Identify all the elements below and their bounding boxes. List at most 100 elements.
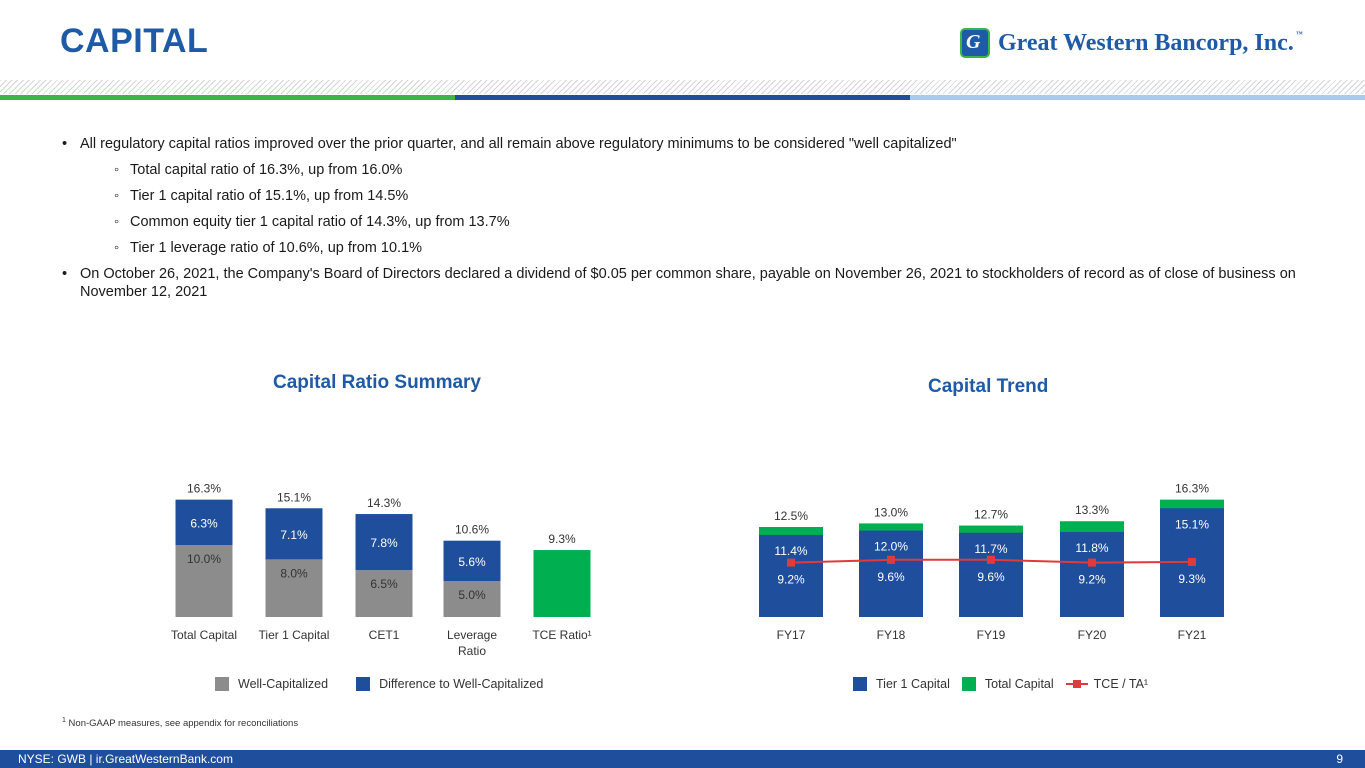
sub-bullet-item: ◦ Tier 1 capital ratio of 15.1%, up from …: [62, 187, 1322, 205]
legend-label: Tier 1 Capital: [876, 677, 950, 691]
data-label: 8.0%: [280, 566, 308, 580]
bar-well-capitalized-total-capital: [175, 545, 233, 617]
data-label: 5.6%: [458, 555, 486, 569]
line-data-label: 9.6%: [977, 570, 1005, 584]
data-label: 11.8%: [1075, 541, 1108, 555]
x-tick-label: FY19: [977, 628, 1006, 642]
data-label: 10.0%: [187, 552, 221, 566]
bar-difference-to-well-capitalized-tier-1-capital: [265, 508, 323, 560]
total-label: 16.3%: [1175, 482, 1209, 496]
bar-well-capitalized-cet1: [355, 570, 413, 617]
sub-bullet-item: ◦ Tier 1 leverage ratio of 10.6%, up from…: [62, 239, 1322, 257]
legend-swatch-green: [961, 677, 976, 691]
tce-ta-point-fy17: [787, 558, 795, 567]
legend-item-total-capital: Total Capital: [961, 677, 1054, 691]
legend-item-difference: Difference to Well-Capitalized: [356, 677, 543, 691]
data-label: 11.7%: [974, 542, 1007, 556]
sub-bullet-text: Tier 1 capital ratio of 15.1%, up from 1…: [130, 188, 409, 204]
bar-difference-to-well-capitalized-total-capital: [175, 499, 233, 545]
tce-ta-point-fy18: [887, 555, 895, 564]
logo-mark-letter: G: [966, 31, 981, 53]
bar-well-capitalized-leverage-ratio: [443, 581, 501, 617]
capital-ratio-summary-chart: 10.0% 8.0% 6.5% 5.0% 6.3% 7.1% 7.8% 5.6% 16.3% 15…: [160, 482, 620, 658]
sub-bullet-item: ◦ Common equity tier 1 capital ratio of 1…: [62, 213, 1322, 231]
legend-item-well-capitalized: Well-Capitalized: [215, 677, 328, 691]
sub-bullet-circle-icon: ◦: [114, 188, 120, 204]
legend-item-tier1: Tier 1 Capital: [853, 677, 950, 691]
bar-tier-1-capital-fy17: [759, 534, 823, 617]
x-tick-label: TCE Ratio¹: [532, 628, 591, 642]
total-label: 13.0%: [874, 505, 908, 519]
header-stripe-blue: [455, 95, 910, 100]
bullet-text: All regulatory capital ratios improved o…: [80, 136, 957, 152]
bar-difference-to-well-capitalized-cet1: [355, 514, 413, 571]
legend-label: Difference to Well-Capitalized: [379, 677, 544, 691]
bullet-item: • On October 26, 2021, the Company's Boar…: [62, 265, 1322, 301]
x-tick-label: Tier 1 Capital: [259, 628, 330, 642]
logo-trademark: ™: [1295, 29, 1303, 38]
capital-ratio-legend: Well-Capitalized Difference to Well-Capi…: [215, 677, 571, 691]
data-label: 11.4%: [774, 544, 807, 558]
legend-label: TCE / TA¹: [1093, 677, 1149, 691]
sub-bullet-text: Tier 1 leverage ratio of 10.6%, up from …: [130, 240, 423, 256]
tce-ta-point-fy20: [1088, 558, 1096, 567]
header-stripe-lightblue: [910, 95, 1365, 100]
bar-tce-ratio-tce-ratio: [533, 550, 591, 617]
footer-bar: NYSE: GWB | ir.GreatWesternBank.com 9: [0, 750, 1365, 768]
bar-difference-to-well-capitalized-leverage-ratio: [443, 540, 501, 581]
sub-bullet-text: Common equity tier 1 capital ratio of 14…: [130, 214, 510, 230]
page-number: 9: [1336, 752, 1343, 766]
capital-ratio-summary-title: Capital Ratio Summary: [273, 372, 481, 393]
total-label: 12.5%: [774, 509, 808, 523]
tce-ta-point-fy19: [987, 555, 995, 564]
bullet-text: On October 26, 2021, the Company's Board…: [80, 266, 1296, 300]
data-label: 6.5%: [370, 577, 398, 591]
sub-bullet-text: Total capital ratio of 16.3%, up from 16…: [130, 162, 403, 178]
bar-tier-1-capital-fy19: [959, 532, 1023, 617]
x-tick-label: Ratio: [458, 644, 486, 658]
x-tick-label: FY21: [1178, 628, 1207, 642]
line-data-label: 9.2%: [1078, 573, 1106, 587]
data-label: 15.1%: [1175, 517, 1209, 531]
logo-name: Great Western Bancorp, Inc.: [998, 29, 1294, 56]
bullet-item: • All regulatory capital ratios improved …: [62, 135, 1322, 153]
sub-bullet-item: ◦ Total capital ratio of 16.3%, up from 1…: [62, 161, 1322, 179]
legend-label: Well-Capitalized: [238, 677, 329, 691]
x-tick-label: Leverage: [447, 628, 497, 642]
capital-trend-legend: Tier 1 Capital Total Capital TCE / TA¹: [853, 677, 1160, 691]
data-label: 6.3%: [190, 516, 218, 530]
total-label: 16.3%: [187, 482, 221, 496]
total-label: 15.1%: [277, 490, 311, 504]
bar-tier-1-capital-fy18: [859, 530, 923, 617]
x-tick-label: FY18: [877, 628, 906, 642]
total-label: 12.7%: [974, 508, 1008, 522]
legend-item-tce-ta: TCE / TA¹: [1065, 677, 1149, 691]
bar-well-capitalized-tier-1-capital: [265, 559, 323, 617]
footnote-marker: 1: [62, 717, 66, 724]
x-tick-label: FY20: [1078, 628, 1107, 642]
line-data-label: 9.6%: [877, 570, 905, 584]
total-label: 9.3%: [548, 532, 576, 546]
sub-bullet-circle-icon: ◦: [114, 240, 120, 256]
company-logo: G Great Western Bancorp, Inc. ™: [960, 26, 1303, 60]
footer-ticker-link[interactable]: NYSE: GWB | ir.GreatWesternBank.com: [18, 752, 233, 766]
x-tick-label: CET1: [369, 628, 400, 642]
sub-bullet-circle-icon: ◦: [114, 214, 120, 230]
header-hatch-divider: [0, 80, 1365, 94]
header-stripe-green: [0, 95, 455, 100]
total-label: 13.3%: [1075, 503, 1109, 517]
logo-text: Great Western Bancorp, Inc. ™: [998, 30, 1303, 57]
bullet-list: • All regulatory capital ratios improved …: [62, 135, 1322, 309]
line-data-label: 9.3%: [1178, 572, 1206, 586]
data-label: 7.1%: [280, 528, 308, 542]
x-tick-label: Total Capital: [171, 628, 237, 642]
bar-tier-1-capital-fy20: [1060, 532, 1124, 617]
line-data-label: 9.2%: [777, 573, 805, 587]
legend-swatch-gray: [215, 677, 229, 691]
capital-trend-chart: 11.4% 12.5% FY17 12.0% 13.0% FY18 11.7% 12.7% FY…: [759, 482, 1224, 642]
legend-line-marker-icon: [1065, 677, 1088, 691]
bullet-dot-icon: •: [62, 136, 68, 152]
total-label: 10.6%: [455, 523, 489, 537]
total-label: 14.3%: [367, 496, 401, 510]
data-label: 7.8%: [370, 536, 398, 550]
